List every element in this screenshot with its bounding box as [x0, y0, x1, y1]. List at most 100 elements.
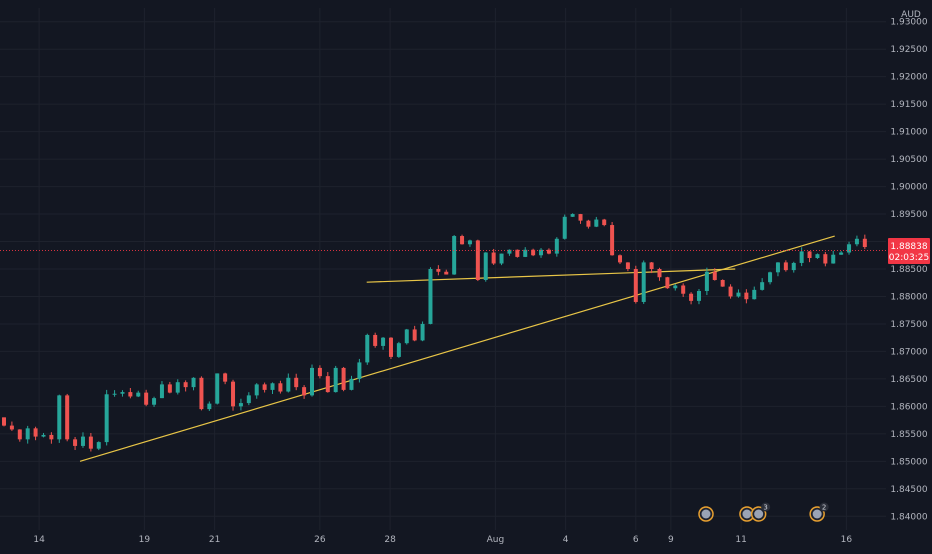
time-tick-label: 11	[735, 535, 746, 545]
candle-body	[562, 216, 567, 239]
event-count-badge	[761, 502, 771, 512]
candle-body	[215, 373, 220, 404]
candle-body	[57, 395, 62, 440]
price-tick-label: 1.85500	[890, 430, 927, 440]
event-flag-icon[interactable]	[698, 506, 714, 522]
candle-body	[167, 384, 172, 393]
candle-body	[254, 384, 259, 396]
candle-body	[460, 236, 465, 245]
candle-body	[65, 395, 70, 440]
candle-body	[578, 214, 583, 221]
candle-body	[302, 387, 307, 396]
candle-body	[278, 383, 283, 392]
time-tick-label: 28	[384, 535, 396, 545]
event-count-text: 3	[763, 504, 767, 512]
price-tick-label: 1.91000	[890, 128, 927, 138]
current-price-value: 1.88838	[890, 242, 927, 252]
candle-body	[752, 289, 757, 300]
candle-body	[483, 252, 488, 280]
candle-body	[649, 262, 654, 269]
candle-body	[262, 384, 267, 390]
time-tick-label: 21	[209, 535, 220, 545]
candle-body	[112, 393, 117, 395]
candle-body	[381, 337, 386, 346]
candle-body	[673, 285, 678, 289]
trendlines-layer[interactable]	[79, 235, 835, 462]
candle-body	[49, 434, 54, 440]
candle-body	[365, 334, 370, 363]
time-axis[interactable]: 14 19 21 26 28 Aug 4 6 9 11 16	[33, 535, 852, 545]
candle-body	[104, 394, 109, 443]
candle-body	[467, 240, 472, 245]
candle-body	[704, 271, 709, 291]
price-tick-label: 1.93000	[890, 18, 927, 28]
candle-body	[633, 269, 638, 302]
candle-body	[128, 392, 133, 397]
candle-body	[854, 238, 859, 245]
event-flag-icon[interactable]	[739, 506, 755, 522]
candle-body	[199, 377, 204, 410]
candle-body	[728, 286, 733, 297]
candle-body	[436, 269, 441, 272]
event-flag-icon[interactable]: 3	[750, 502, 771, 522]
candle-body	[144, 392, 149, 405]
candle-body	[507, 249, 512, 254]
price-tick-label: 1.92500	[890, 45, 927, 55]
candle-body	[689, 293, 694, 301]
price-tick-label: 1.90000	[890, 183, 927, 193]
candle-body	[775, 262, 780, 273]
candle-body	[159, 384, 164, 399]
candle-body	[175, 382, 180, 393]
candles-layer	[2, 213, 867, 452]
candle-body	[602, 219, 607, 226]
candle-body	[554, 238, 559, 254]
candle-body	[120, 392, 125, 394]
candle-body	[41, 434, 46, 437]
candle-body	[404, 329, 409, 344]
price-tick-label: 1.84000	[890, 512, 927, 522]
candle-body	[475, 240, 480, 280]
time-tick-label: Aug	[487, 535, 505, 545]
candle-body	[286, 377, 291, 392]
time-tick-label: 19	[139, 535, 151, 545]
event-flag-icon[interactable]: 2	[809, 502, 829, 522]
candle-body	[33, 428, 38, 437]
candle-body	[388, 337, 393, 357]
candle-body	[839, 252, 844, 255]
trendline-horizontal-neckline[interactable]	[366, 268, 736, 283]
candle-body	[80, 436, 85, 446]
trendline-rising-support[interactable]	[79, 235, 835, 462]
candle-body	[823, 254, 828, 264]
event-count-text: 2	[822, 504, 826, 512]
candle-body	[586, 220, 591, 227]
candle-body	[847, 244, 852, 253]
candle-body	[570, 214, 575, 217]
candle-body	[73, 439, 78, 446]
candle-body	[17, 429, 22, 440]
candle-body	[768, 272, 773, 283]
candle-countdown: 02:03:25	[889, 253, 929, 263]
price-tick-label: 1.87500	[890, 320, 927, 330]
price-tick-label: 1.84500	[890, 485, 927, 495]
candle-body	[183, 382, 188, 388]
time-tick-label: 9	[668, 535, 674, 545]
candle-body	[420, 323, 425, 341]
candle-body	[373, 334, 378, 346]
time-tick-label: 14	[33, 535, 45, 545]
candle-body	[696, 290, 701, 301]
time-tick-label: 4	[563, 535, 569, 545]
candle-body	[807, 251, 812, 259]
candle-body	[681, 285, 686, 294]
candle-body	[223, 373, 228, 382]
candle-body	[396, 343, 401, 357]
candle-body	[618, 255, 623, 263]
current-price-badge: 1.88838 02:03:25	[888, 238, 930, 264]
candle-body	[246, 395, 251, 404]
candle-body	[231, 381, 236, 407]
chart-grid	[0, 8, 886, 530]
candle-body	[760, 282, 765, 290]
